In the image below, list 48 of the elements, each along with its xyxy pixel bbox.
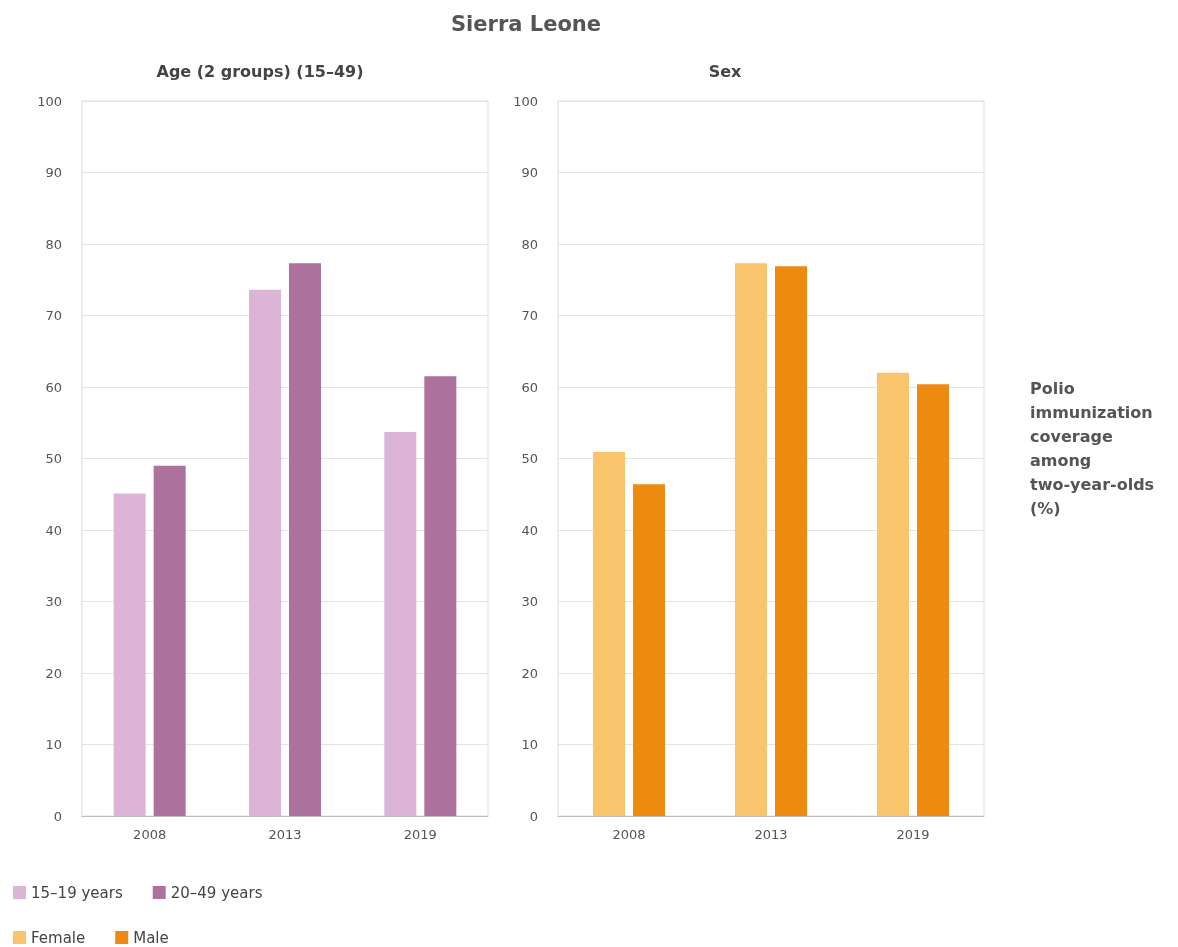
bar — [113, 493, 146, 816]
bar — [775, 266, 807, 816]
y-tick-label: 10 — [45, 737, 62, 752]
y-tick-label: 60 — [45, 379, 62, 395]
y-tick-label: 30 — [45, 594, 62, 609]
bar — [593, 452, 625, 816]
y-tick-label: 100 — [37, 93, 62, 109]
x-tick-label: 2008 — [612, 827, 646, 842]
chart-subtitle: Age (2 groups) (15–49) — [156, 61, 364, 81]
bar — [289, 263, 321, 816]
bar — [877, 372, 909, 816]
y-tick-label: 90 — [521, 165, 538, 180]
chart-title: Sierra Leone — [450, 11, 602, 36]
y-tick-label: 100 — [513, 93, 538, 109]
y-tick-label: 20 — [521, 665, 538, 681]
bar — [917, 384, 949, 816]
text: Polio immunization coverage among two-year-olds (%) — [1030, 378, 1160, 518]
y-tick-label: 40 — [521, 522, 538, 538]
y-tick-label: 90 — [45, 165, 62, 180]
bar — [249, 289, 281, 816]
bar — [735, 263, 767, 816]
x-tick-label: 2013 — [754, 827, 788, 842]
bar — [424, 376, 457, 816]
y-tick-label: 70 — [45, 308, 62, 323]
y-tick-label: 80 — [45, 236, 62, 252]
y-tick-label: 20 — [45, 665, 62, 681]
x-tick-label: 2008 — [133, 827, 167, 842]
legend-label: 20–49 years — [170, 883, 263, 902]
y-tick-label: 80 — [521, 236, 538, 252]
y-tick-label: 0 — [53, 808, 62, 824]
y-tick-label: 0 — [529, 808, 538, 824]
legend-label: 15–19 years — [31, 883, 123, 902]
bar — [633, 484, 665, 816]
chart-title: Sex — [708, 61, 743, 81]
x-tick-label: 2019 — [403, 827, 437, 842]
bar — [384, 432, 417, 816]
y-tick-label: 50 — [45, 451, 62, 466]
y-tick-label: 60 — [521, 379, 538, 395]
bar — [153, 465, 186, 816]
legend-label: Female — [31, 928, 86, 947]
legend-label: Male — [133, 928, 169, 947]
x-tick-label: 2019 — [896, 827, 930, 842]
y-tick-label: 40 — [45, 522, 62, 538]
y-tick-label: 30 — [521, 594, 538, 609]
y-tick-label: 70 — [521, 308, 538, 323]
y-tick-label: 50 — [521, 451, 538, 466]
x-tick-label: 2013 — [268, 827, 302, 842]
y-tick-label: 10 — [521, 737, 538, 752]
